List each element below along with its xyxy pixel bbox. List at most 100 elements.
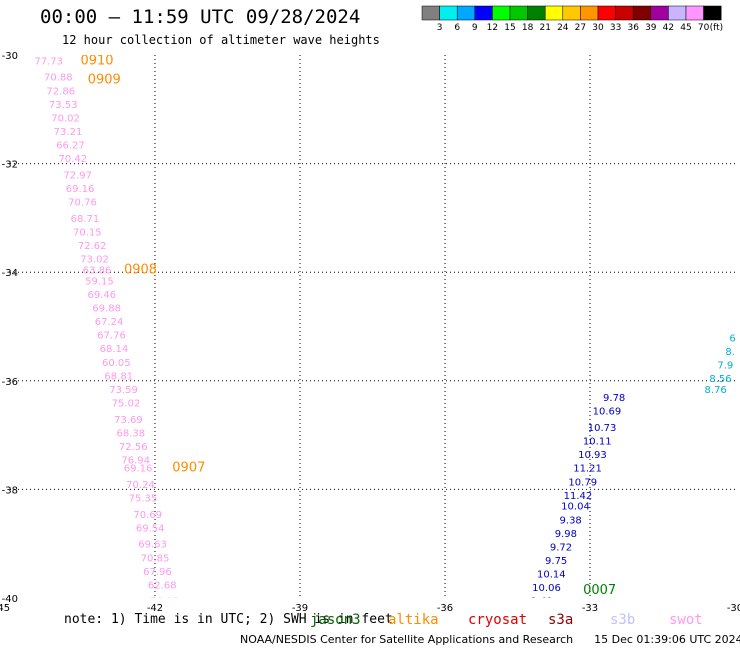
data-point-label: 8.56 bbox=[709, 374, 731, 385]
data-point-label: 10.11 bbox=[583, 437, 612, 448]
legend-swatch bbox=[615, 5, 634, 21]
data-point-label: 76.94 bbox=[121, 456, 150, 467]
satellite-legend-s3a: s3a bbox=[548, 612, 574, 628]
legend-swatch bbox=[456, 5, 476, 21]
data-point-label: 73.59 bbox=[109, 385, 138, 396]
data-point-label: 7.9 bbox=[717, 361, 733, 372]
generated-timestamp: 15 Dec 01:39:06 UTC 2024 bbox=[594, 633, 740, 646]
legend-swatch bbox=[421, 5, 440, 21]
data-point-label: 10.69 bbox=[593, 407, 622, 418]
data-point-label: 73.69 bbox=[114, 415, 143, 426]
data-point-label: 10.14 bbox=[537, 570, 566, 581]
data-point-label: 68.71 bbox=[71, 214, 100, 225]
data-point-label: 70.15 bbox=[73, 227, 102, 238]
pass-time-label: 0908 bbox=[124, 262, 157, 277]
data-point-label: 70.69 bbox=[133, 510, 162, 521]
data-point-label: 68.14 bbox=[100, 344, 129, 355]
legend-swatch bbox=[703, 5, 722, 21]
x-tick-label: -45 bbox=[0, 603, 10, 614]
data-point-label: 67.24 bbox=[95, 317, 124, 328]
footnote: note: 1) Time is in UTC; 2) SWH is in fe… bbox=[64, 612, 393, 627]
data-point-label: 6 bbox=[729, 333, 735, 344]
data-point-label: 66.27 bbox=[56, 141, 85, 152]
pass-time-label: 0909 bbox=[88, 72, 121, 87]
legend-swatch bbox=[597, 5, 616, 21]
legend-swatch bbox=[650, 5, 669, 21]
legend-label: 39 bbox=[645, 23, 657, 33]
data-point-label: 70.85 bbox=[141, 553, 170, 564]
legend-label: 18 bbox=[522, 23, 534, 33]
pass-time-label: 0907 bbox=[172, 461, 205, 476]
legend-swatch bbox=[492, 5, 511, 21]
legend-swatch bbox=[439, 5, 458, 21]
data-point-label: 10.93 bbox=[578, 450, 607, 461]
data-point-label: 73.53 bbox=[49, 100, 78, 111]
data-point-label: 70.24 bbox=[126, 480, 155, 491]
data-point-label: 62.68 bbox=[148, 580, 177, 591]
data-point-label: 73.02 bbox=[80, 255, 109, 266]
legend-label: 30 bbox=[592, 23, 604, 33]
data-point-label: 68.81 bbox=[104, 371, 133, 382]
data-point-label: 72.86 bbox=[46, 86, 75, 97]
legend-label: 3 bbox=[437, 23, 443, 33]
legend-label: 70 bbox=[698, 23, 710, 33]
page-subtitle: 12 hour collection of altimeter wave hei… bbox=[62, 33, 380, 47]
data-point-label: 72.97 bbox=[63, 170, 92, 181]
satellite-legend-cryosat: cryosat bbox=[468, 612, 528, 628]
x-tick-label: -42 bbox=[147, 603, 163, 614]
data-point-label: 68.38 bbox=[117, 428, 146, 439]
data-point-label: 8. bbox=[725, 347, 735, 358]
data-point-label: 10.73 bbox=[588, 423, 617, 434]
data-point-label: 69.63 bbox=[138, 540, 167, 551]
data-point-label: 59.15 bbox=[85, 276, 114, 287]
data-point-label: 10.79 bbox=[568, 477, 597, 488]
legend-swatch bbox=[668, 5, 687, 21]
data-point-label: 70.88 bbox=[44, 73, 73, 84]
legend-swatch bbox=[685, 5, 704, 21]
legend-label: 6 bbox=[454, 23, 460, 33]
y-tick-label: -40 bbox=[2, 594, 18, 605]
data-point-label: 70.76 bbox=[68, 198, 97, 209]
legend-swatch bbox=[632, 5, 652, 21]
pass-time-label: 0910 bbox=[80, 53, 113, 68]
legend-label: 33 bbox=[610, 23, 621, 33]
data-layer: 77.73 70.88 72.86 73.53 70.02 73.21 66.27 70.42… bbox=[34, 53, 735, 598]
satellite-legend-swot: swot bbox=[669, 612, 703, 628]
legend-label: 21 bbox=[539, 23, 550, 33]
data-point-label: 67.96 bbox=[143, 567, 172, 578]
credit-text: NOAA/NESDIS Center for Satellite Applica… bbox=[240, 633, 574, 646]
satellite-legend-altika: altika bbox=[388, 612, 439, 628]
data-point-label: 69.16 bbox=[124, 464, 153, 475]
legend-label: 12 bbox=[487, 23, 498, 33]
data-point-label: 69.46 bbox=[88, 290, 117, 301]
data-point-label: 9.38 bbox=[560, 515, 582, 526]
data-point-label: 63.86 bbox=[83, 265, 112, 276]
data-point-label: 69.54 bbox=[136, 523, 165, 534]
data-point-label: 70.42 bbox=[59, 154, 88, 165]
data-point-label: 11.42 bbox=[564, 491, 593, 502]
legend-label: 15 bbox=[504, 23, 515, 33]
data-point-label: 73.21 bbox=[54, 127, 83, 138]
data-point-label: 69.16 bbox=[66, 184, 95, 195]
legend-unit: (ft) bbox=[710, 23, 724, 33]
x-tick-label: -36 bbox=[437, 603, 453, 614]
legend-label: 24 bbox=[557, 23, 569, 33]
data-point-label: 70.02 bbox=[51, 113, 80, 124]
data-point-label: 10.06 bbox=[532, 583, 561, 594]
pass-time-label: 0007 bbox=[583, 583, 616, 598]
legend-swatch bbox=[527, 5, 546, 21]
credit-line: NOAA/NESDIS Center for Satellite Applica… bbox=[240, 633, 740, 646]
data-point-label: 9.78 bbox=[603, 393, 625, 404]
y-tick-label: -30 bbox=[2, 51, 18, 62]
y-tick-label: -38 bbox=[2, 485, 18, 496]
x-tick-label: -30 bbox=[727, 603, 740, 614]
data-point-label: 75.02 bbox=[112, 399, 141, 410]
data-point-label: 75.35 bbox=[129, 494, 158, 505]
legend-label: 45 bbox=[680, 23, 691, 33]
data-point-label: 69.88 bbox=[92, 303, 121, 314]
data-point-label: 60.05 bbox=[102, 358, 131, 369]
data-point-label: 67.76 bbox=[97, 331, 126, 342]
legend-swatch bbox=[544, 5, 564, 21]
satellite-legend-jason3: jason3 bbox=[310, 612, 361, 628]
